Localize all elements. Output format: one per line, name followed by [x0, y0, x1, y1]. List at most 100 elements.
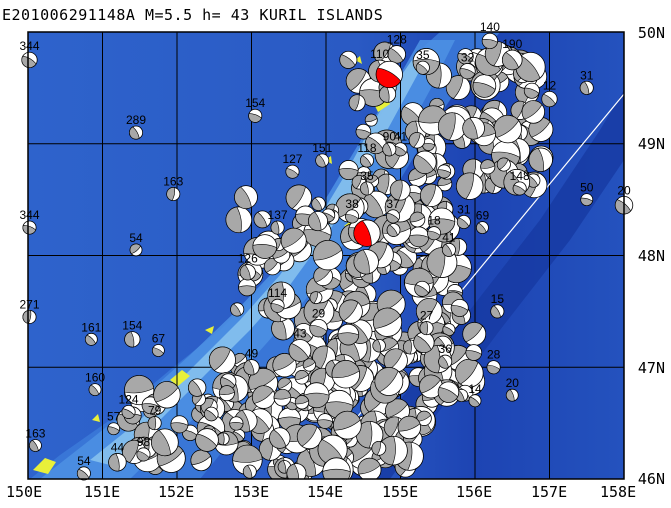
background-mechanism [313, 266, 333, 287]
background-mechanism [374, 367, 404, 396]
event-depth-label: 50 [580, 181, 594, 195]
background-mechanism [338, 160, 359, 181]
background-mechanism [312, 239, 344, 271]
background-mechanism [225, 206, 253, 234]
main-event-mechanism [353, 219, 381, 247]
background-mechanism [280, 227, 307, 254]
lat-label-46n: 46N [637, 470, 665, 488]
background-mechanism [190, 449, 212, 472]
event-depth-label: 15 [491, 292, 505, 306]
background-mechanism [338, 299, 363, 324]
map-frame [27, 31, 625, 480]
background-mechanism [269, 427, 291, 449]
event-depth-label: 44 [111, 440, 125, 454]
background-mechanism [462, 116, 485, 140]
background-mechanism [337, 323, 360, 346]
event-mechanism [490, 304, 505, 319]
background-mechanism [413, 150, 437, 174]
event-depth-label: 124 [119, 392, 139, 406]
event-depth-label: 148 [510, 169, 530, 183]
event-depth-label: 344 [19, 208, 39, 222]
background-mechanism [397, 415, 422, 440]
event-depth-label: 43 [293, 326, 307, 340]
background-mechanism [378, 435, 408, 466]
background-mechanism [480, 159, 496, 175]
background-mechanism [409, 211, 426, 228]
event-mechanism [459, 63, 476, 80]
event-mechanism [248, 108, 263, 123]
background-mechanism [454, 358, 484, 388]
event-mechanism [505, 388, 519, 402]
event-mechanism [427, 226, 442, 241]
background-mechanism [252, 234, 278, 259]
event-mechanism [456, 214, 471, 229]
background-mechanism [204, 406, 219, 422]
background-mechanism [195, 428, 219, 452]
lon-label-156e: 156E [456, 483, 493, 501]
lat-label-49n: 49N [637, 135, 665, 153]
background-mechanism [317, 413, 333, 429]
event-depth-label: 271 [19, 297, 39, 311]
background-mechanism [386, 223, 401, 237]
event-depth-label: 163 [163, 174, 183, 188]
background-mechanism [339, 50, 358, 69]
event-mechanism [29, 439, 42, 452]
event-depth-label: 41 [442, 230, 456, 244]
event-depth-label: 140 [480, 20, 500, 34]
background-mechanism [496, 157, 511, 172]
event-depth-label: 190 [502, 37, 522, 51]
background-mechanism [521, 100, 546, 124]
event-depth-label: 160 [85, 371, 105, 385]
event-depth-label: 110 [370, 47, 389, 61]
event-depth-label: 128 [387, 33, 407, 47]
background-mechanism [331, 360, 361, 389]
event-mechanism [309, 318, 328, 338]
background-mechanism [238, 278, 257, 297]
event-depth-label: 54 [77, 454, 91, 468]
background-mechanism [188, 378, 207, 397]
background-mechanism [294, 395, 310, 410]
event-mechanism [386, 209, 401, 224]
background-mechanism [365, 132, 387, 155]
lon-label-152e: 152E [158, 483, 195, 501]
background-mechanism [385, 398, 410, 424]
event-mechanism [151, 344, 165, 357]
event-depth-label: 54 [129, 231, 143, 245]
event-mechanism [147, 416, 162, 431]
event-depth-label: 35 [360, 169, 374, 183]
background-mechanism [309, 291, 323, 305]
background-mechanism [253, 210, 272, 229]
background-mechanism [414, 280, 431, 297]
event-depth-label: 151 [312, 141, 332, 155]
event-depth-label: 69 [476, 209, 490, 223]
background-mechanism [383, 348, 408, 373]
event-depth-label: 126 [238, 252, 258, 266]
event-depth-label: 28 [487, 348, 501, 362]
background-mechanism [333, 410, 362, 440]
background-mechanism [230, 302, 245, 317]
lat-label-47n: 47N [637, 359, 665, 377]
background-mechanism [234, 185, 258, 210]
event-depth-label: 35 [416, 48, 430, 62]
background-mechanism [251, 385, 276, 409]
event-depth-label: 114 [268, 286, 287, 300]
event-mechanism [270, 220, 285, 235]
background-mechanism [294, 369, 310, 385]
background-mechanism [273, 388, 292, 407]
event-mechanism [270, 298, 285, 313]
event-depth-label: 31 [457, 202, 471, 216]
event-depth-label: 163 [25, 426, 45, 440]
background-mechanism [141, 396, 160, 415]
event-mechanism [541, 90, 558, 108]
background-mechanism [437, 381, 460, 403]
background-mechanism [493, 114, 522, 144]
background-mechanism [322, 457, 351, 479]
event-mechanism [512, 181, 527, 196]
background-mechanism [151, 428, 179, 457]
focal-mechanisms: 3442891541281101401903112163344541511271… [19, 20, 634, 481]
event-depth-label: 161 [81, 320, 101, 334]
event-depth-label: 98 [137, 435, 151, 449]
background-mechanism [271, 316, 295, 341]
event-depth-label: 32 [461, 50, 475, 64]
